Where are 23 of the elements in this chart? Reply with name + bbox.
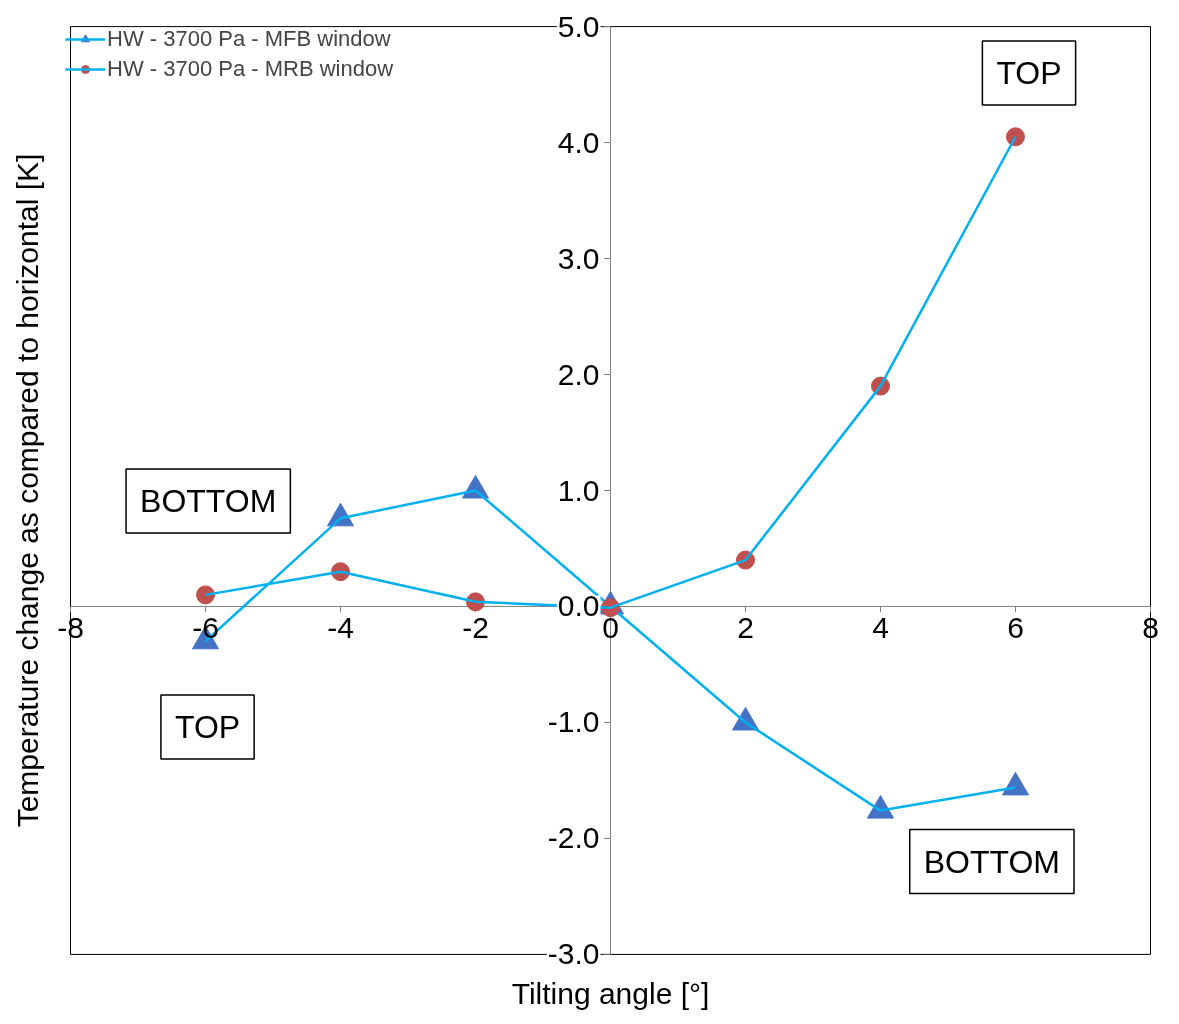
y-tick-label: 2.0 xyxy=(557,357,600,391)
legend-label: HW - 3700 Pa - MRB window xyxy=(107,56,394,82)
y-tick-label: -2.0 xyxy=(547,821,600,855)
annotation: BOTTOM xyxy=(923,843,1061,880)
annotation: TOP xyxy=(174,709,241,746)
y-tick-label: 4.0 xyxy=(557,125,600,159)
y-tick-label: -3.0 xyxy=(547,937,600,971)
x-tick-label: 4 xyxy=(872,611,889,645)
annotation: BOTTOM xyxy=(140,482,277,519)
legend-label: HW - 3700 Pa - MFB window xyxy=(107,26,391,52)
x-tick-label: 6 xyxy=(1007,611,1024,645)
y-tick-label: 3.0 xyxy=(557,241,600,275)
x-tick-label: -4 xyxy=(327,611,354,645)
y-tick-label: 0.0 xyxy=(557,589,600,623)
x-tick-label: 2 xyxy=(737,611,754,645)
x-axis-title: Tilting angle [°] xyxy=(511,976,710,1010)
x-tick-label: -2 xyxy=(462,611,489,645)
annotation: TOP xyxy=(996,54,1062,91)
y-tick-label: -1.0 xyxy=(547,705,600,739)
y-tick-label: 1.0 xyxy=(557,473,600,507)
x-tick-label: 0 xyxy=(602,611,619,645)
y-tick-label: 5.0 xyxy=(557,9,600,43)
y-axis-title: Temperature change as compared to horizontal [K] xyxy=(10,153,44,828)
